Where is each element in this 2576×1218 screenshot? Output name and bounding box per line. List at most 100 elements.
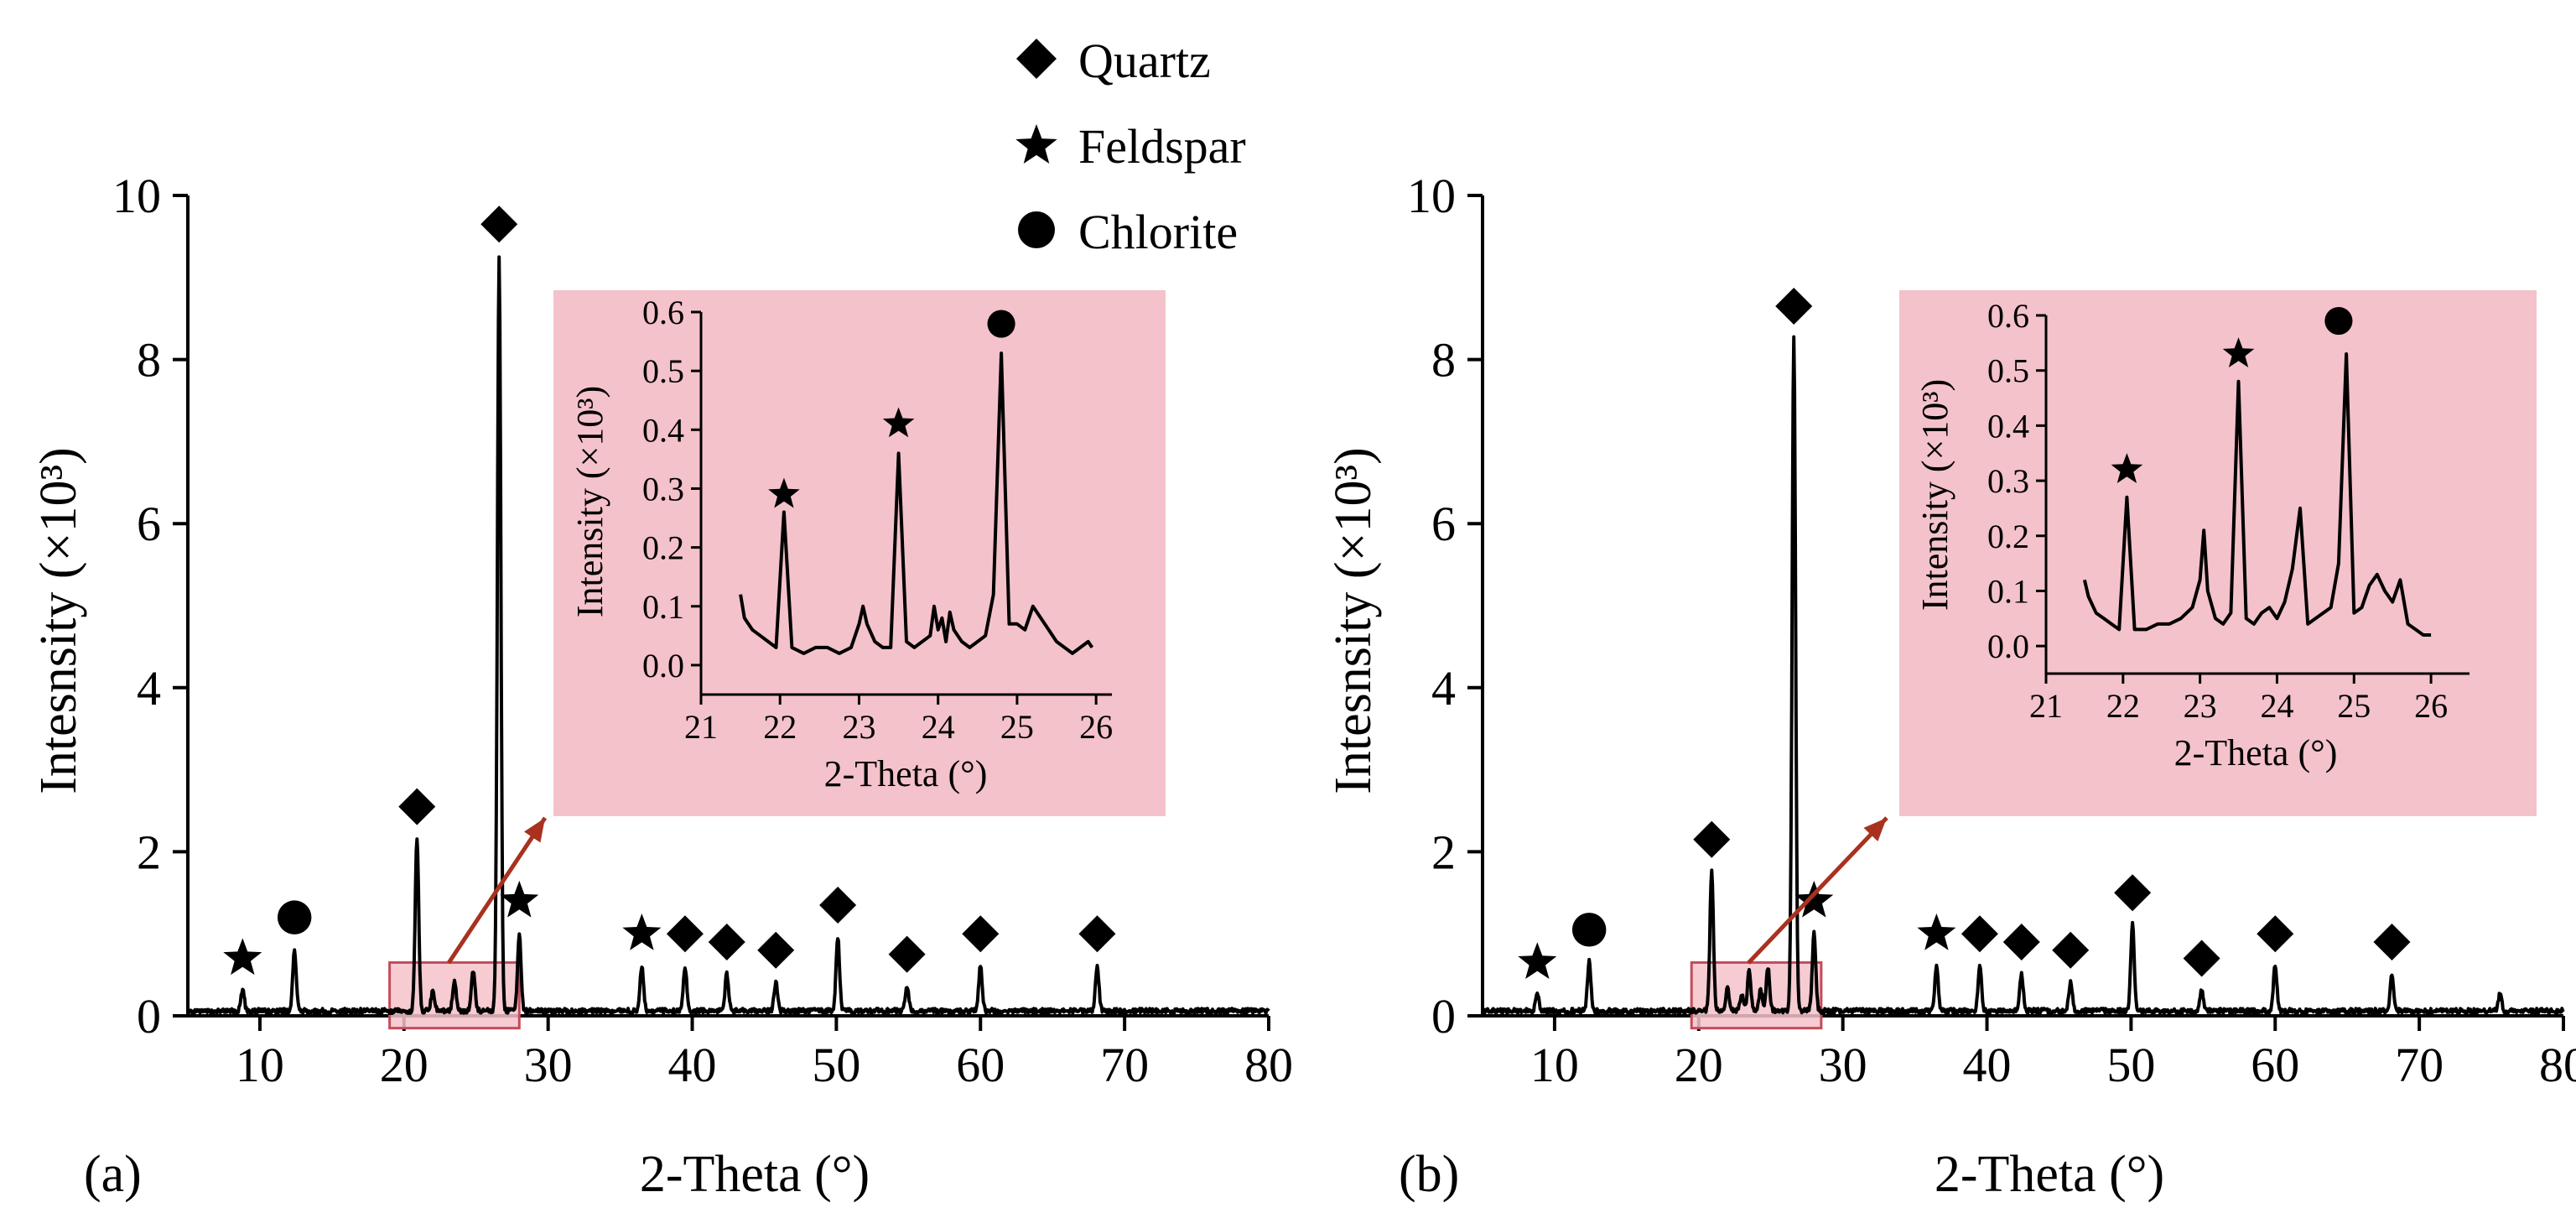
panel-a-inset-feldspar-marker: [768, 477, 800, 508]
inset-x-tick-label: 24: [2260, 687, 2293, 725]
inset-y-tick-label: 0.4: [642, 411, 684, 449]
panel-a-quartz-marker: [819, 886, 857, 924]
panel-b-inset-feldspar-marker: [2111, 453, 2143, 483]
x-tick-label: 30: [524, 1038, 573, 1092]
inset-x-tick-label: 22: [763, 708, 797, 746]
inset-y-tick-label: 0.1: [642, 588, 684, 626]
panel-b-inset-feldspar-marker: [2222, 337, 2255, 368]
panel-b-quartz-marker: [2257, 915, 2294, 953]
y-tick-label: 8: [1431, 333, 1456, 388]
panel-a-quartz-marker: [1078, 915, 1116, 953]
inset-y-tick-label: 0.0: [642, 647, 684, 684]
legend-label-quartz: Quartz: [1078, 34, 1211, 88]
inset-x-tick-label: 26: [2414, 687, 2448, 725]
panel-a-feldspar-marker: [500, 880, 539, 918]
panel-a-quartz-marker: [708, 923, 745, 960]
panel-a-feldspar-marker: [622, 914, 662, 950]
panel-b-inset: 21 22 23 24 25 26 0.0 0.1 0.2 0.3 0.4 0.5 0.6 2-The…: [1899, 290, 2537, 816]
y-tick-label: 4: [1431, 661, 1456, 716]
star-icon: [1015, 124, 1057, 164]
panel-b-xlabel: 2-Theta (°): [1935, 1146, 2164, 1203]
x-tick-label: 50: [812, 1038, 860, 1092]
legend-item-chlorite: Chlorite: [1018, 205, 1238, 259]
x-tick-label: 80: [1244, 1038, 1293, 1092]
y-tick-label: 2: [1431, 825, 1456, 879]
panel-a-inset-pattern: [739, 351, 1094, 655]
panel-b-diffraction-pattern: [1481, 335, 2565, 1016]
panel-a-zoom-box: [388, 960, 521, 1030]
inset-y-tick-label: 0.0: [1987, 627, 2029, 665]
panel-a-xlabel: 2-Theta (°): [640, 1146, 870, 1203]
panel-a-quartz-marker: [480, 206, 518, 243]
inset-y-tick-label: 0.4: [1987, 407, 2029, 445]
x-tick-label: 40: [668, 1038, 717, 1092]
panel-a-inset-y-ticks: 0.0 0.1 0.2 0.3 0.4 0.5 0.6: [642, 294, 701, 684]
panel-a-phase-markers: [223, 206, 1116, 976]
x-tick-label: 10: [236, 1038, 284, 1092]
panel-a-arrow-head: [523, 818, 545, 843]
panel-a-diffraction-pattern: [186, 255, 1270, 1016]
x-tick-label: 60: [956, 1038, 1005, 1092]
inset-y-tick-label: 0.2: [1987, 518, 2029, 555]
panel-b-feldspar-marker: [1518, 942, 1557, 980]
inset-y-tick-label: 0.2: [642, 529, 684, 567]
inset-x-tick-label: 25: [2337, 687, 2371, 725]
panel-b-quartz-marker: [1961, 915, 1998, 953]
panel-a-inset-x-ticks: 21 22 23 24 25 26: [684, 695, 1113, 746]
panel-b-quartz-marker: [1775, 288, 1813, 325]
panel-b-quartz-marker: [2114, 874, 2152, 912]
panel-b-chlorite-marker: [1571, 913, 1607, 947]
x-tick-label: 20: [1675, 1038, 1723, 1092]
inset-x-tick-label: 21: [684, 708, 718, 746]
x-tick-label: 60: [2251, 1038, 2299, 1092]
inset-x-tick-label: 22: [2106, 687, 2140, 725]
panel-a-inset-ylabel: Intensity (×10³): [569, 386, 610, 617]
panel-b-inset-background: [1899, 290, 2537, 816]
panel-a-quartz-marker: [962, 915, 1000, 953]
x-tick-label: 30: [1819, 1038, 1867, 1092]
y-tick-label: 2: [137, 825, 161, 879]
y-tick-label: 4: [137, 661, 161, 716]
x-tick-label: 20: [380, 1038, 428, 1092]
y-tick-label: 8: [137, 333, 161, 388]
panel-a-feldspar-marker: [223, 938, 262, 976]
diamond-icon: [1016, 39, 1057, 79]
inset-y-tick-label: 0.3: [1987, 462, 2029, 500]
panel-a-quartz-marker: [666, 915, 704, 953]
inset-y-tick-label: 0.5: [1987, 352, 2029, 390]
panel-b-axes: [1481, 195, 2563, 1018]
inset-x-tick-label: 26: [1079, 708, 1113, 746]
inset-y-tick-label: 0.5: [642, 352, 684, 390]
panel-b-zoom-arrow: [1747, 816, 1888, 965]
x-tick-label: 80: [2539, 1038, 2576, 1092]
panel-b-quartz-marker: [2052, 931, 2090, 969]
panel-a-y-ticks: 0 2 4 6 8 10: [112, 169, 188, 1044]
panel-b-label: (b): [1399, 1146, 1459, 1203]
panel-b-phase-markers: [1518, 288, 2411, 980]
y-tick-label: 10: [112, 169, 161, 223]
panel-a-ylabel: Intesnsity (×10³): [30, 447, 87, 794]
panel-a-inset-xlabel: 2-Theta (°): [824, 753, 988, 794]
legend-label-chlorite: Chlorite: [1078, 205, 1238, 259]
panel-b-inset-xlabel: 2-Theta (°): [2174, 732, 2338, 773]
panel-a-inset: 21 22 23 24 25 26 0.0 0.1 0.2 0.3 0.4 0.5 0.6 2-The…: [553, 290, 1166, 816]
y-tick-label: 6: [1431, 497, 1456, 551]
panel-b-feldspar-marker: [1917, 914, 1956, 950]
panel-a-label: (a): [84, 1146, 142, 1203]
panel-b-quartz-marker: [2373, 923, 2411, 960]
panel-b-inset-y-ticks: 0.0 0.1 0.2 0.3 0.4 0.5 0.6: [1987, 297, 2046, 665]
inset-x-tick-label: 24: [922, 708, 955, 746]
panel-b-inset-pattern: [2082, 352, 2432, 637]
x-tick-label: 40: [1963, 1038, 2012, 1092]
x-tick-label: 70: [2395, 1038, 2444, 1092]
panel-a-quartz-marker: [888, 935, 926, 973]
legend: Quartz Feldspar Chlorite: [1015, 34, 1246, 259]
panel-b-arrow-head: [1863, 818, 1887, 842]
panel-b-inset-x-ticks: 21 22 23 24 25 26: [2029, 674, 2448, 725]
inset-x-tick-label: 23: [2184, 687, 2217, 725]
panel-a-inset-feldspar-marker: [882, 407, 915, 438]
panel-a-quartz-marker: [398, 788, 436, 825]
panel-a-quartz-marker: [757, 931, 795, 969]
panel-a-inset-background: [553, 290, 1166, 816]
